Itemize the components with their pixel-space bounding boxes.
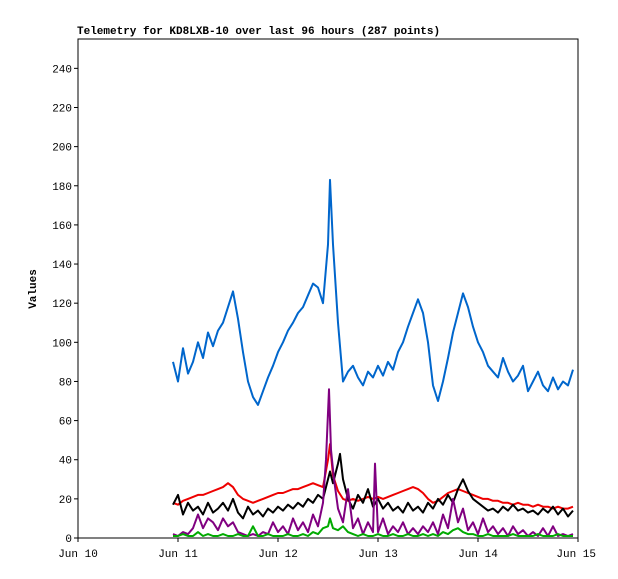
y-axis-label: Values bbox=[28, 269, 40, 309]
y-axis-ticks: 0 20 40 60 80 100 120 140 160 180 200 220 240 bbox=[52, 64, 78, 546]
plot-area bbox=[77, 38, 579, 539]
x-tick-label: Jun 13 bbox=[358, 549, 398, 561]
series-line-4 bbox=[172, 388, 574, 537]
y-tick-label: 40 bbox=[59, 456, 72, 468]
y-tick-label: 80 bbox=[59, 377, 72, 389]
y-tick-label: 60 bbox=[59, 417, 72, 429]
series-line-3 bbox=[172, 452, 574, 520]
chart-title: Telemetry for KD8LXB-10 over last 96 hou… bbox=[77, 26, 440, 38]
y-tick-label: 220 bbox=[52, 103, 72, 115]
y-tick-label: 240 bbox=[52, 64, 72, 76]
y-tick-label: 180 bbox=[52, 182, 72, 194]
y-tick-label: 200 bbox=[52, 143, 72, 155]
x-tick-label: Jun 11 bbox=[158, 549, 198, 561]
x-tick-label: Jun 15 bbox=[556, 549, 596, 561]
x-tick-label: Jun 12 bbox=[258, 549, 298, 561]
y-tick-label: 120 bbox=[52, 299, 72, 311]
x-tick-label: Jun 10 bbox=[58, 549, 98, 561]
x-axis-ticks: Jun 10 Jun 11 Jun 12 Jun 13 Jun 14 Jun 15 bbox=[58, 538, 596, 561]
y-tick-label: 20 bbox=[59, 495, 72, 507]
series-layer bbox=[172, 178, 574, 537]
y-tick-label: 100 bbox=[52, 338, 72, 350]
series-line-5 bbox=[173, 517, 573, 537]
y-tick-label: 0 bbox=[65, 534, 72, 546]
y-tick-label: 140 bbox=[52, 260, 72, 272]
series-line-1 bbox=[172, 178, 574, 406]
x-tick-label: Jun 14 bbox=[458, 549, 498, 561]
plot-frame bbox=[77, 38, 579, 539]
y-tick-label: 160 bbox=[52, 221, 72, 233]
